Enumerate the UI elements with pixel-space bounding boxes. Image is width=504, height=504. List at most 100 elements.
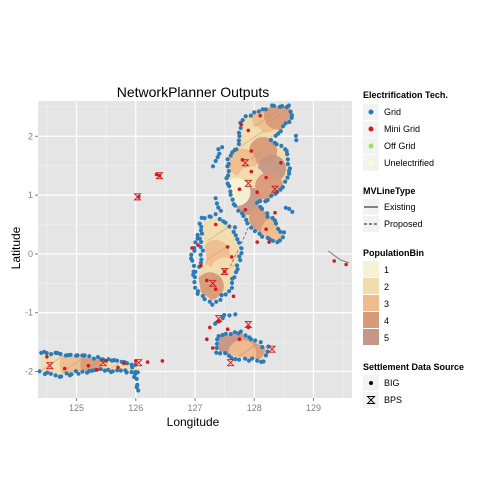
grid-settlement-point [239,251,244,256]
grid-settlement-point [114,358,120,363]
grid-settlement-point [265,214,270,219]
x-axis-title: Longitude [167,415,220,429]
grid-settlement-point [276,226,281,231]
grid-settlement-point [287,119,292,125]
bps-settlement-marker [270,185,280,193]
grid-settlement-point [195,236,200,241]
grid-settlement-point [193,285,198,290]
bps-settlement-marker [134,359,143,367]
grid-settlement-point [280,104,285,109]
grid-settlement-point [106,367,111,372]
mini-grid-settlement-point [116,365,120,370]
grid-settlement-point [243,356,248,361]
legend-bps-hourglass-icon [366,396,376,404]
grid-settlement-point [228,332,233,337]
grid-settlement-point [217,151,222,156]
mini-grid-settlement-point [190,246,194,250]
x-tick-label: 128 [247,403,262,413]
grid-settlement-point [213,158,218,164]
bps-settlement-marker [226,359,235,367]
grid-settlement-point [232,330,237,335]
mini-grid-settlement-point [62,366,67,371]
grid-settlement-point [220,332,225,338]
grid-settlement-point [200,293,205,299]
grid-settlement-point [73,369,78,374]
grid-settlement-point [214,341,220,346]
legend-population-item-2: 2 [363,278,389,294]
grid-settlement-point [239,246,244,251]
grid-settlement-point [285,175,290,180]
bps-settlements [45,159,280,370]
grid-settlement-point [244,217,249,222]
grid-settlement-point [199,231,204,236]
grid-settlement-point [213,196,218,201]
y-tick-label: 2 [28,131,33,141]
grid-settlement-point [236,130,242,135]
mini-grid-settlement-point [95,368,99,372]
mini-grid-settlement-point [279,161,283,165]
grid-settlement-point [283,179,288,184]
grid-settlement-point [263,199,268,204]
grid-settlement-point [91,356,96,361]
grid-settlement-point [227,224,232,229]
grid-settlement-point [271,103,276,108]
grid-settlement-point [223,292,228,297]
mini-grid-settlement-point [122,361,126,366]
grid-settlement-point [293,133,298,138]
grid-settlement-point [190,258,195,263]
grid-settlement-point [198,260,203,265]
grid-settlement-point [257,231,262,236]
legend-off-grid-dot [368,143,374,149]
mini-grid-settlement-point [239,122,243,127]
bps-settlement-marker [45,362,54,370]
mini-grid-settlement-point [211,346,215,350]
grid-settlement-point [283,121,288,126]
grid-settlement-point [45,370,50,375]
grid-settlement-point [233,357,238,362]
mini-grid-settlement-point [258,113,263,118]
grid-settlement-point [259,206,265,211]
grid-settlement-point [200,248,205,253]
grid-settlement-point [199,239,204,245]
grid-settlement-point [234,147,239,152]
grid-settlement-point [285,157,290,162]
grid-settlement-point [240,211,245,216]
chart-title: NetworkPlanner Outputs [117,84,270,100]
legend-tech-label: Unelectrified [384,158,434,168]
region-boundary [265,107,291,124]
grid-settlement-point [210,302,215,307]
grid-settlement-point [240,118,245,123]
x-tick-label: 126 [128,403,143,413]
grid-settlement-point [281,124,286,129]
grid-settlement-point [223,331,228,336]
mini-grid-settlement-point [264,175,268,180]
grid-settlement-point [214,350,219,355]
grid-settlement-point [202,216,207,221]
bps-settlement-marker [208,279,217,287]
grid-settlement-point [53,373,58,378]
region-boundary [253,110,279,127]
grid-settlement-point [68,352,73,357]
grid-settlement-point [213,212,218,217]
grid-settlement-point [252,229,257,234]
grid-settlement-point [225,181,230,186]
grid-settlement-point [218,351,223,356]
grid-settlement-point [87,354,92,359]
legend-source-label: BIG [384,378,400,388]
grid-settlement-point [275,240,280,245]
grid-settlement-point [233,233,238,238]
region-boundary [239,130,264,148]
grid-settlement-point [198,252,203,257]
grid-settlement-point [258,340,263,345]
grid-settlement-point [134,376,139,381]
region-boundary [250,142,276,160]
grid-settlement-point [218,208,223,213]
grid-settlement-point [228,192,233,197]
bps-settlement-marker [267,345,277,353]
x-tick-label: 125 [69,403,84,413]
legend-line-title: MVLineType [363,186,415,196]
grid-settlement-point [215,337,220,342]
legend-line-item-proposed: Proposed [363,216,423,232]
grid-settlement-point [58,351,63,357]
